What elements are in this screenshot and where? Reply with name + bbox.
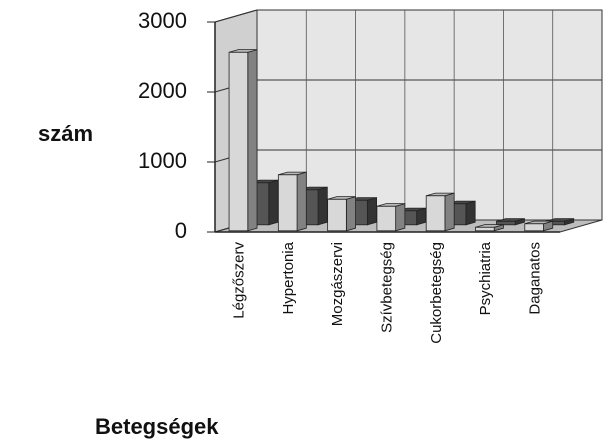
x-tick-label: Psychiatria xyxy=(477,241,494,315)
bar-front xyxy=(228,51,249,232)
bar xyxy=(496,218,525,226)
bar xyxy=(277,171,307,232)
bar-front xyxy=(496,220,516,226)
bar-side xyxy=(395,203,406,232)
bar-side xyxy=(345,196,356,232)
x-tick-label: Daganatos xyxy=(526,242,543,315)
bar xyxy=(425,192,455,232)
x-tick-label: Cukorbetegség xyxy=(428,242,445,344)
bar xyxy=(228,49,258,232)
bar-side xyxy=(444,192,455,232)
bar xyxy=(327,196,356,232)
bar-front xyxy=(425,195,446,232)
bar-side xyxy=(465,200,476,226)
bar-side xyxy=(296,171,307,232)
x-axis-title: Betegségek xyxy=(95,414,219,439)
bar-side xyxy=(247,49,258,232)
bar xyxy=(475,224,504,232)
bar xyxy=(376,203,406,232)
y-tick-label: 2000 xyxy=(138,78,187,103)
x-tick-label: Hypertonia xyxy=(280,241,297,314)
x-tick-label: Mozgászervi xyxy=(329,242,346,326)
bar xyxy=(524,220,554,232)
bar-front xyxy=(376,205,397,232)
bar-front xyxy=(277,174,298,232)
bar-side xyxy=(366,197,377,226)
x-tick-label: Szívbetegség xyxy=(378,242,395,333)
y-tick-label: 1000 xyxy=(138,148,187,173)
bar-front xyxy=(524,223,544,232)
grid-line xyxy=(214,9,258,23)
bar-front xyxy=(327,198,347,232)
bar-front xyxy=(475,226,495,232)
bar-side xyxy=(317,186,328,226)
bar-side xyxy=(268,179,279,226)
y-axis-title: szám xyxy=(38,121,93,146)
y-tick-label: 0 xyxy=(175,218,187,243)
y-tick-label: 3000 xyxy=(138,8,187,33)
x-tick-label: Légzőszerv xyxy=(231,242,248,319)
bar xyxy=(545,218,575,226)
